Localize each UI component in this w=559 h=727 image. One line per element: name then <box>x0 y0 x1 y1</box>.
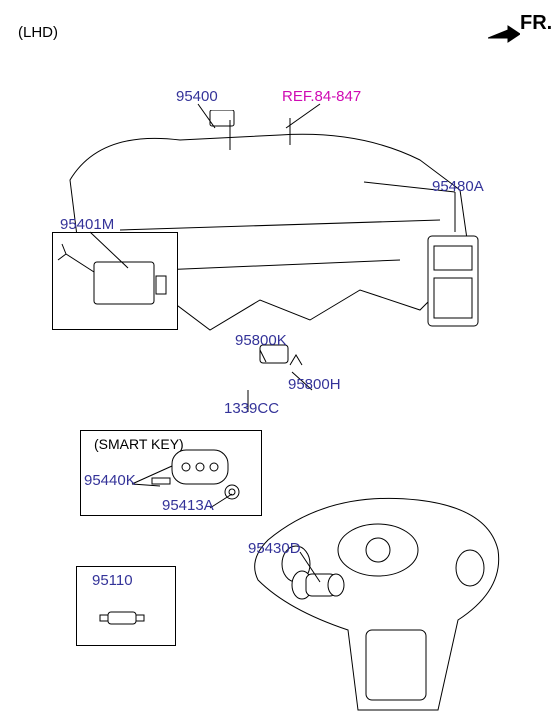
console-art <box>238 480 508 720</box>
fr-arrow-icon <box>488 24 520 44</box>
label-1339cc[interactable]: 1339CC <box>224 400 279 417</box>
label-ref-84-847[interactable]: REF.84-847 <box>282 88 361 105</box>
label-95800h[interactable]: 95800H <box>288 376 341 393</box>
label-95440k[interactable]: 95440K <box>84 472 136 489</box>
label-95800k[interactable]: 95800K <box>235 332 287 349</box>
label-95430d[interactable]: 95430D <box>248 540 301 557</box>
p95110-art <box>80 600 170 640</box>
lhd-label: (LHD) <box>18 24 58 41</box>
label-95413a[interactable]: 95413A <box>162 497 214 514</box>
fr-label: FR. <box>520 12 552 35</box>
label-95401m[interactable]: 95401M <box>60 216 114 233</box>
module-95401m-art <box>56 236 172 324</box>
bcm-art <box>420 228 490 338</box>
diagram-canvas: (LHD) FR. <box>0 0 559 727</box>
label-95110[interactable]: 95110 <box>92 572 133 589</box>
label-95400[interactable]: 95400 <box>176 88 218 105</box>
label-smartkey: (SMART KEY) <box>94 436 184 452</box>
label-95480a[interactable]: 95480A <box>432 178 484 195</box>
holder-95430d-art <box>288 560 348 610</box>
